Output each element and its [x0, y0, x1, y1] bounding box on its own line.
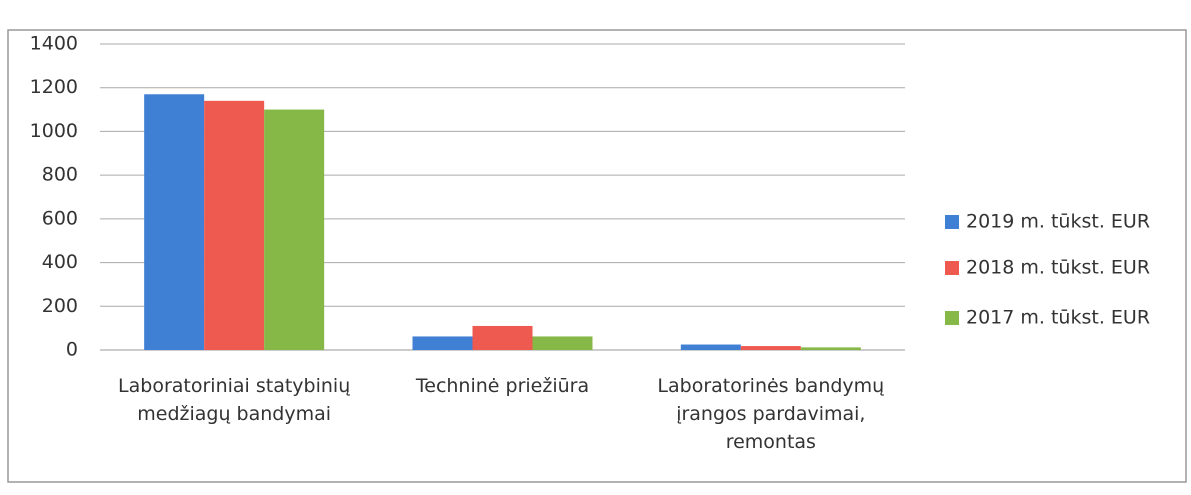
bar	[204, 100, 265, 350]
y-tick-label: 200	[42, 295, 78, 317]
bar	[472, 325, 533, 350]
x-tick-label: Laboratorinės bandymų įrangos pardavimai…	[657, 375, 885, 453]
legend-label: 2018 m. tūkst. EUR	[966, 257, 1150, 279]
legend-label: 2017 m. tūkst. EUR	[966, 307, 1150, 329]
y-tick-label: 1200	[30, 76, 78, 98]
y-tick-label: 1400	[30, 33, 78, 55]
y-tick-label: 0	[66, 339, 78, 361]
x-tick-label: Techninė priežiūra	[415, 375, 590, 397]
bar	[144, 94, 205, 351]
y-tick-label: 1000	[30, 120, 78, 142]
bar	[412, 336, 473, 350]
chart-frame	[7, 29, 1187, 483]
bar	[264, 109, 325, 350]
legend-swatch	[945, 261, 959, 275]
legend-swatch	[945, 311, 959, 325]
y-tick-label: 800	[42, 164, 78, 186]
bar	[800, 347, 861, 350]
legend-swatch	[945, 215, 959, 229]
x-tick-label: Laboratoriniai statybinių medžiagų bandy…	[118, 375, 351, 425]
legend-label: 2019 m. tūkst. EUR	[966, 211, 1150, 233]
bar	[532, 336, 593, 350]
bar	[740, 346, 801, 350]
bar	[680, 344, 741, 350]
y-tick-label: 400	[42, 251, 78, 273]
y-tick-label: 600	[42, 207, 78, 229]
